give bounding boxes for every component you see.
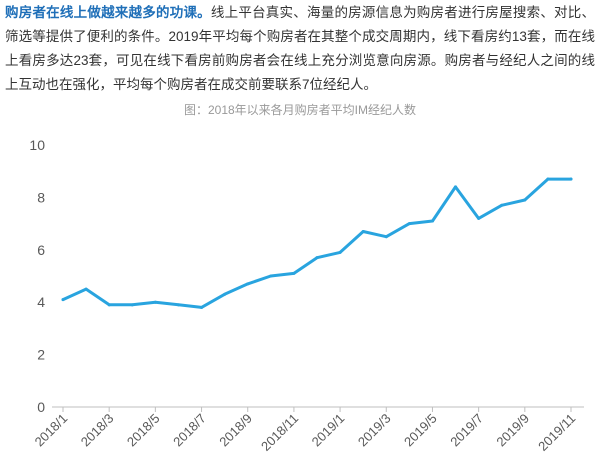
data-point	[523, 198, 527, 202]
x-tick-label: 2018/11	[258, 411, 301, 454]
data-point	[269, 274, 273, 278]
data-point	[84, 287, 88, 291]
data-point	[292, 271, 296, 275]
data-point	[246, 282, 250, 286]
y-tick-label: 4	[37, 294, 45, 310]
x-axis-labels: 2018/1 2018/3 2018/5 2018/7 2018/9 2018/11 201…	[32, 411, 579, 454]
x-tick-label: 2018/9	[216, 411, 255, 450]
data-point	[454, 185, 458, 189]
x-tick-label: 2019/3	[355, 411, 394, 450]
series-group	[61, 177, 573, 309]
chart-caption: 图：2018年以来各月购房者平均IM经纪人数	[183, 103, 417, 117]
data-point	[176, 303, 180, 307]
x-tick-label: 2019/1	[309, 411, 348, 450]
x-tick-label: 2018/5	[124, 411, 163, 450]
x-axis-ticks	[62, 407, 572, 412]
data-point	[223, 292, 227, 296]
x-tick-label: 2019/5	[401, 411, 440, 450]
x-tick-label: 2018/1	[32, 411, 71, 450]
article-body: 线上平台真实、海量的房源信息为购房者进行房屋搜索、对比、筛选等提供了便利的条件。…	[5, 5, 595, 92]
data-point	[153, 300, 157, 304]
data-point	[107, 303, 111, 307]
data-point	[130, 303, 134, 307]
x-tick-label: 2018/3	[78, 411, 117, 450]
data-point	[200, 305, 204, 309]
y-tick-label: 6	[37, 242, 45, 258]
series-line	[61, 177, 573, 309]
y-tick-label: 8	[37, 189, 45, 205]
y-tick-label: 2	[37, 347, 45, 363]
x-tick-label: 2019/7	[447, 411, 486, 450]
data-point	[500, 203, 504, 207]
data-point	[61, 298, 65, 302]
article-lead: 购房者在线上做越来越多的功课。	[5, 5, 211, 20]
x-tick-label: 2019/9	[493, 411, 532, 450]
data-point	[546, 177, 550, 181]
x-tick-label: 2019/11	[535, 411, 578, 454]
data-point	[477, 216, 481, 220]
data-point	[361, 229, 365, 233]
data-point	[569, 177, 573, 181]
y-axis-labels: 0 2 4 6 8 10	[29, 137, 45, 415]
data-point	[338, 250, 342, 254]
y-tick-label: 0	[37, 399, 45, 415]
data-point	[384, 235, 388, 239]
article-paragraph: 购房者在线上做越来越多的功课。线上平台真实、海量的房源信息为购房者进行房屋搜索、…	[5, 1, 595, 99]
data-point	[430, 219, 434, 223]
data-point	[315, 256, 319, 260]
y-tick-label: 10	[29, 137, 45, 153]
x-tick-label: 2018/7	[170, 411, 209, 450]
data-point	[407, 222, 411, 226]
